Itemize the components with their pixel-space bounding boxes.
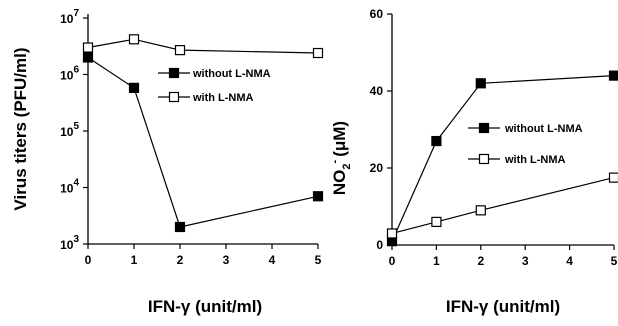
legend-marker-without-l-nma: [478, 122, 490, 134]
right-y-ticks: 0 20 40 60: [370, 7, 392, 252]
left-legend: without L-NMA with L-NMA: [158, 67, 271, 104]
series-line-with-l-nma: [391, 177, 615, 234]
x-tick-label: 3: [522, 254, 529, 268]
data-point-without-l-nma: [475, 78, 486, 89]
legend-label-with-l-nma: with L-NMA: [192, 92, 254, 104]
data-point-without-l-nma: [312, 191, 324, 202]
legend-label-without-l-nma: without L-NMA: [504, 123, 583, 135]
data-point-with-l-nma: [431, 216, 442, 227]
x-tick-label: 4: [566, 254, 573, 268]
right-x-ticks: 0 1 2 3 4 5: [389, 245, 618, 268]
data-point-with-l-nma: [82, 42, 94, 53]
right-y-axis-label: NO2- (μM): [329, 121, 353, 195]
right-x-axis-label: IFN-γ (unit/ml): [446, 297, 560, 316]
legend-label-without-l-nma: without L-NMA: [192, 68, 271, 80]
legend-marker-without-l-nma: [168, 67, 180, 79]
y-tick-label: 60: [370, 7, 384, 21]
x-tick-label: 0: [389, 254, 396, 268]
data-point-with-l-nma: [608, 172, 618, 183]
legend-label-with-l-nma: with L-NMA: [504, 154, 566, 166]
data-point-with-l-nma: [174, 45, 186, 56]
series-line-with-l-nma: [87, 38, 319, 54]
data-point-with-l-nma: [475, 205, 486, 216]
right-series-lines: [391, 75, 615, 242]
data-point-without-l-nma: [128, 82, 140, 93]
y-label-subscript: 2: [341, 163, 353, 169]
data-point-without-l-nma: [174, 221, 186, 233]
data-point-without-l-nma: [608, 70, 618, 81]
x-tick-label: 3: [223, 253, 230, 267]
left-y-axis-label: Virus titers (PFU/ml): [11, 47, 30, 210]
y-tick-label: 20: [370, 161, 384, 175]
y-label-superscript: -: [329, 159, 341, 163]
right-axes: [391, 14, 614, 246]
data-point-with-l-nma: [386, 228, 398, 239]
x-tick-label: 5: [315, 253, 322, 267]
y-tick-label: 105: [60, 121, 79, 139]
x-tick-label: 1: [131, 253, 138, 267]
y-tick-label: 106: [60, 65, 79, 83]
left-data-markers: [82, 34, 324, 233]
left-y-ticks: 103 104 105 106 107: [60, 8, 88, 252]
legend-marker-with-l-nma: [478, 153, 490, 165]
x-tick-label: 2: [177, 253, 184, 267]
x-tick-label: 5: [611, 254, 618, 268]
data-point-without-l-nma: [82, 52, 94, 63]
x-tick-label: 1: [433, 254, 440, 268]
x-tick-label: 2: [477, 254, 484, 268]
y-tick-label: 104: [60, 178, 79, 196]
data-point-without-l-nma: [431, 135, 442, 147]
series-line-without-l-nma: [391, 75, 615, 242]
data-point-with-l-nma: [128, 34, 140, 45]
left-axes: [87, 14, 318, 245]
y-tick-label: 40: [370, 84, 384, 98]
left-chart: 0 1 2 3 4 5 103 104 105 106 107 Virus titers (PFU…: [11, 8, 324, 316]
left-series-lines: [87, 38, 319, 228]
y-tick-label: 103: [60, 234, 79, 252]
y-tick-label: 0: [376, 238, 383, 252]
y-label-main: NO: [330, 170, 349, 196]
x-tick-label: 4: [269, 253, 276, 267]
left-x-ticks: 0 1 2 3 4 5: [85, 244, 322, 267]
left-x-axis-label: IFN-γ (unit/ml): [148, 297, 262, 316]
right-legend: without L-NMA with L-NMA: [468, 122, 583, 166]
right-data-markers: [386, 70, 618, 247]
y-label-unit: (μM): [330, 121, 349, 157]
series-line-without-l-nma: [87, 56, 319, 228]
x-tick-label: 0: [85, 253, 92, 267]
data-point-with-l-nma: [312, 47, 324, 59]
y-tick-label: 107: [60, 8, 79, 26]
legend-marker-with-l-nma: [168, 91, 180, 103]
